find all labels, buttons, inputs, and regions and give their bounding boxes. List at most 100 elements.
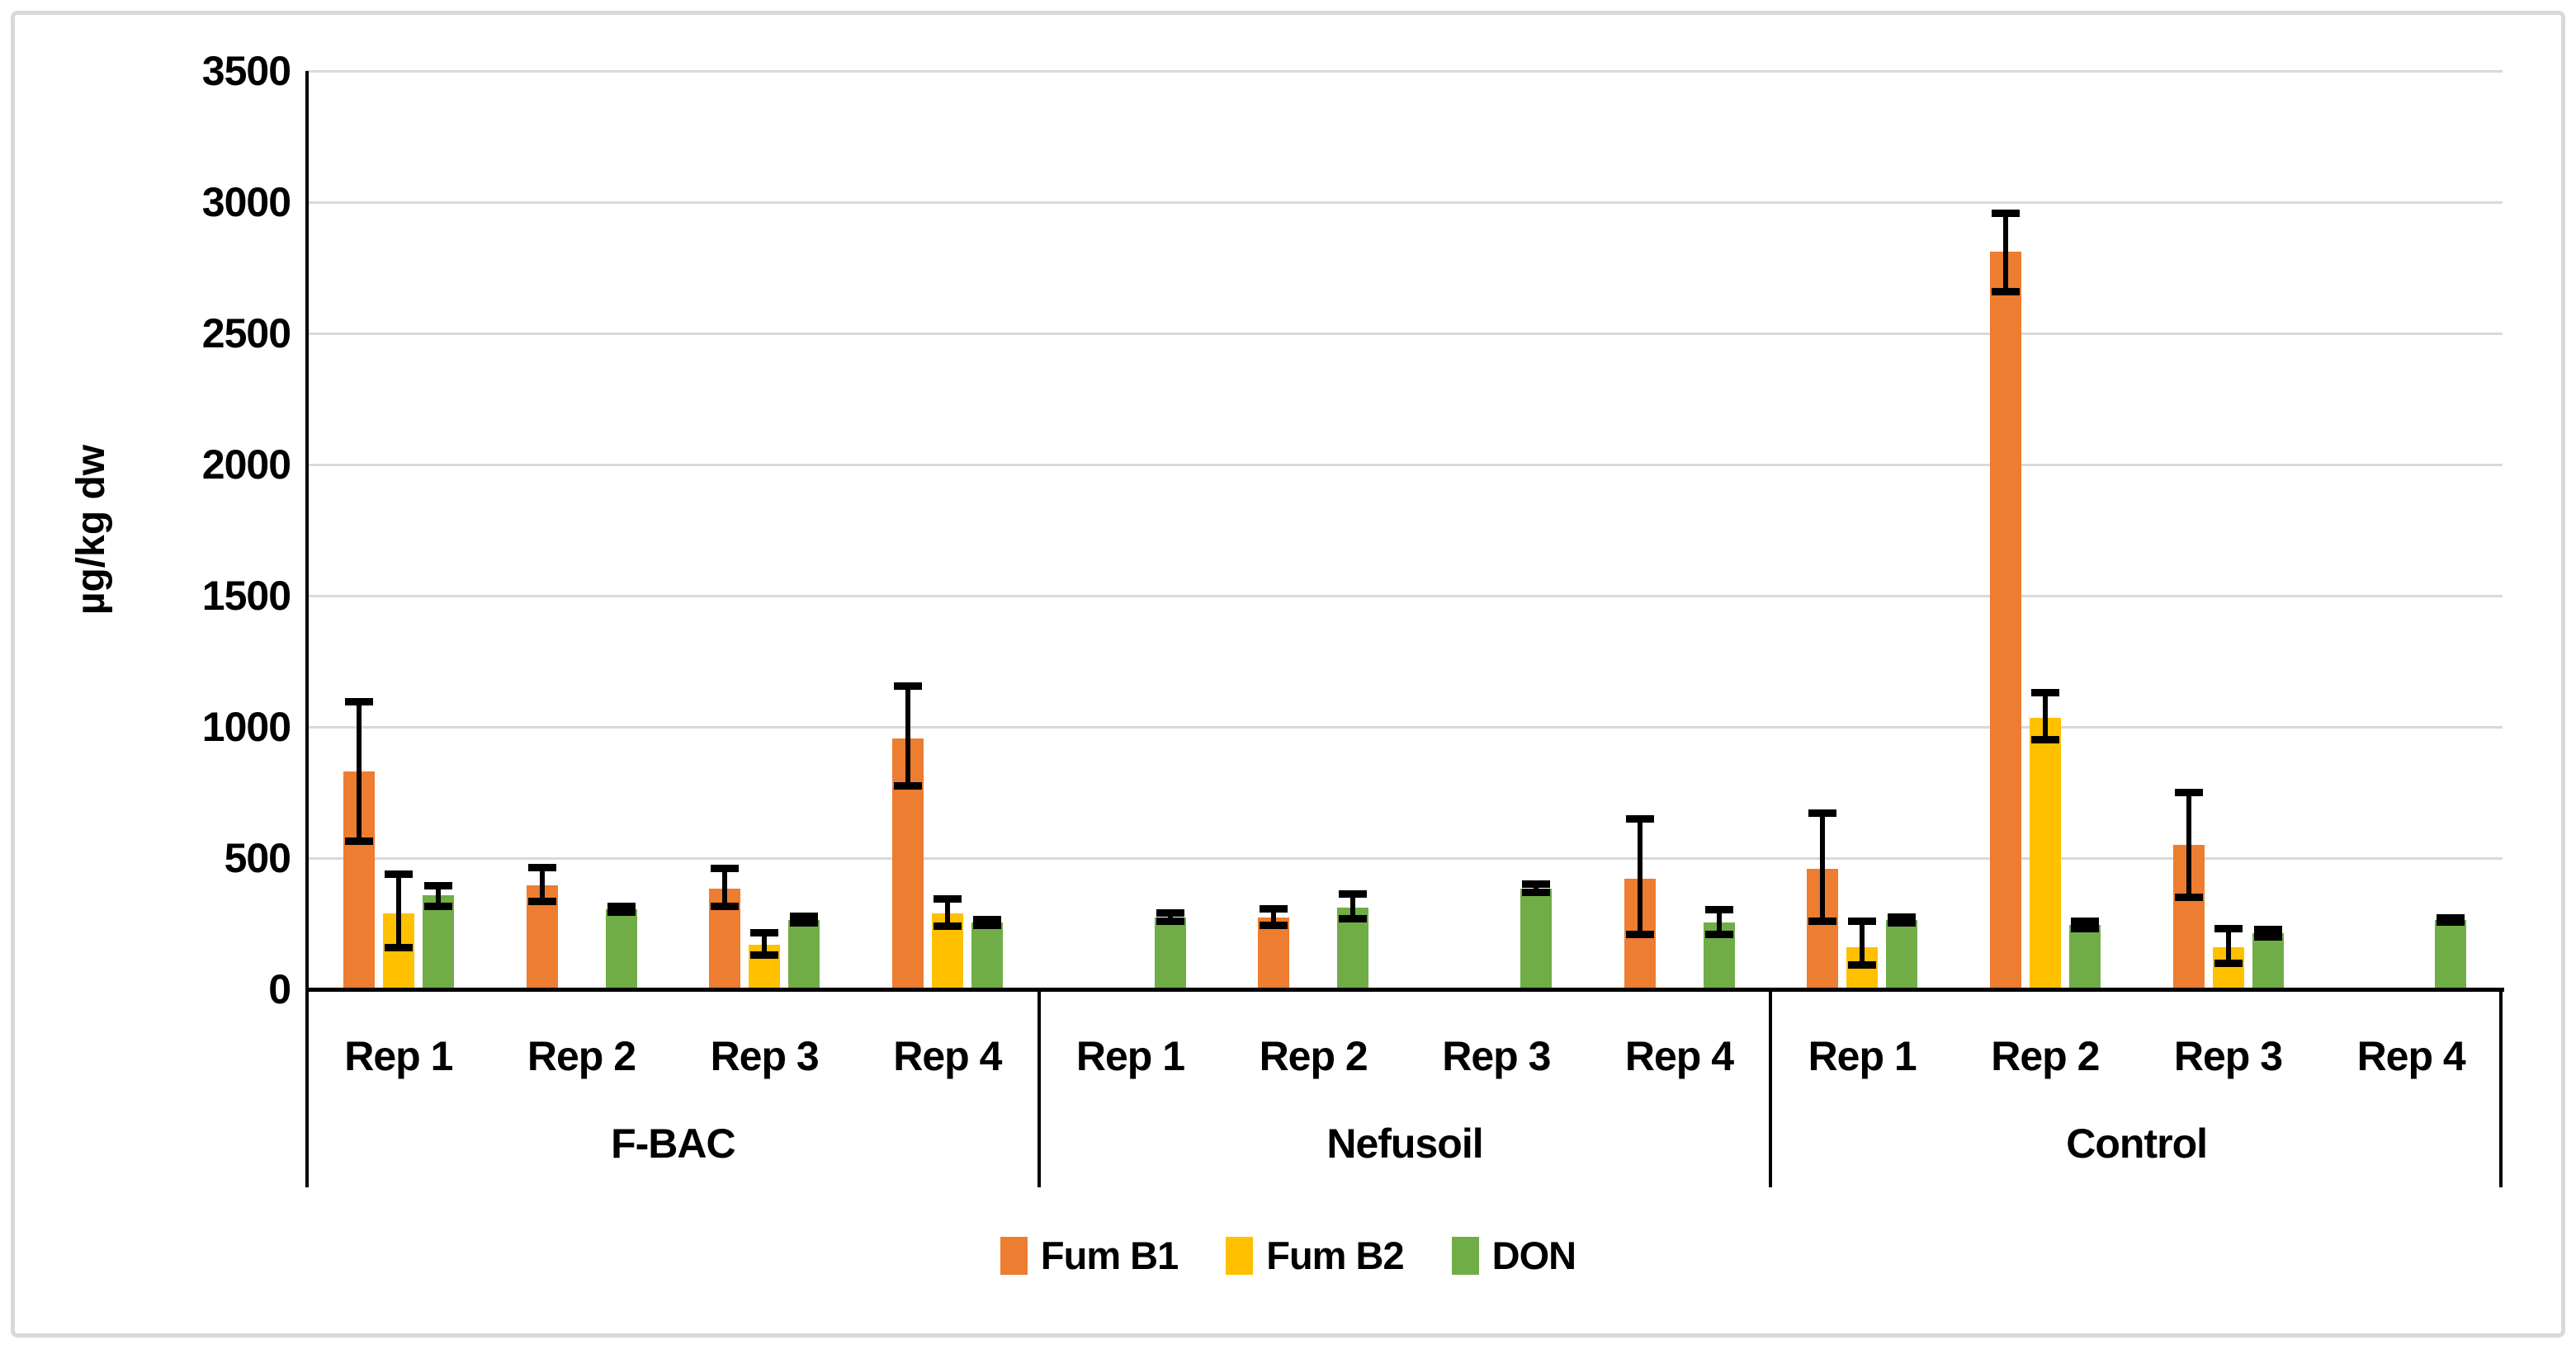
error-bar-control-rep-3-fum-b1-cap-top xyxy=(2174,789,2203,797)
y-tick-3500: 3500 xyxy=(201,48,291,94)
error-bar-control-rep-2-fum-b2-cap-bottom xyxy=(2030,736,2059,744)
error-bar-f-bac-rep-1-fum-b1-cap-bottom xyxy=(344,837,373,845)
error-bar-f-bac-rep-3-fum-b1-cap-bottom xyxy=(711,903,740,911)
legend-item-don: DON xyxy=(1451,1231,1576,1281)
error-bar-f-bac-rep-1-don-cap-top xyxy=(423,881,452,889)
y-axis-line xyxy=(305,71,309,989)
bar-control-rep-2-fum-b1 xyxy=(1989,252,2021,989)
gridline-3000 xyxy=(307,201,2503,204)
error-bar-f-bac-rep-3-fum-b2 xyxy=(762,932,768,955)
x-label-f-bac-rep-2: Rep 2 xyxy=(527,1033,636,1079)
error-bar-control-rep-3-fum-b1 xyxy=(2186,792,2191,898)
error-bar-control-rep-3-fum-b1-cap-bottom xyxy=(2174,893,2203,901)
error-bar-f-bac-rep-4-fum-b1-cap-top xyxy=(893,682,922,691)
error-bar-f-bac-rep-4-fum-b1 xyxy=(905,686,910,786)
bar-nefusoil-rep-3-don xyxy=(1520,888,1552,989)
y-tick-0: 0 xyxy=(268,966,291,1012)
x-label-control-rep-4: Rep 4 xyxy=(2356,1033,2466,1079)
category-divider-2 xyxy=(1769,989,1773,1187)
error-bar-nefusoil-rep-1-don-cap-top xyxy=(1156,908,1184,917)
x-label-f-bac-rep-3: Rep 3 xyxy=(710,1033,820,1079)
error-bar-f-bac-rep-1-fum-b2 xyxy=(395,874,401,948)
error-bar-control-rep-2-fum-b2 xyxy=(2042,692,2048,740)
error-bar-control-rep-2-fum-b1-cap-top xyxy=(1991,209,2020,217)
y-tick-3000: 3000 xyxy=(201,179,291,225)
legend-label-fum-b2: Fum B2 xyxy=(1266,1234,1404,1277)
error-bar-f-bac-rep-3-don-cap-top xyxy=(790,913,819,921)
error-bar-control-rep-2-fum-b1 xyxy=(2002,213,2008,292)
error-bar-f-bac-rep-1-don-cap-bottom xyxy=(423,903,452,911)
bar-f-bac-rep-2-don xyxy=(605,909,637,989)
error-bar-nefusoil-rep-3-don xyxy=(1533,884,1539,893)
legend-swatch-don xyxy=(1451,1237,1479,1275)
error-bar-control-rep-2-fum-b2-cap-top xyxy=(2030,689,2059,697)
x-label-f-bac-rep-1: Rep 1 xyxy=(344,1033,453,1079)
legend-swatch-fum-b2 xyxy=(1226,1237,1254,1275)
error-bar-control-rep-1-fum-b1-cap-bottom xyxy=(1808,918,1837,926)
error-bar-f-bac-rep-1-fum-b2-cap-top xyxy=(384,870,413,878)
error-bar-nefusoil-rep-2-fum-b1 xyxy=(1271,908,1277,926)
error-bar-nefusoil-rep-3-don-cap-top xyxy=(1521,880,1550,888)
bar-f-bac-rep-1-don xyxy=(422,894,454,989)
gridline-3500 xyxy=(307,69,2503,73)
bar-control-rep-4-don xyxy=(2435,919,2467,989)
gridline-1000 xyxy=(307,725,2503,729)
gridline-500 xyxy=(307,856,2503,860)
error-bar-control-rep-2-fum-b1-cap-bottom xyxy=(1991,287,2020,295)
x-label-control-rep-1: Rep 1 xyxy=(1808,1033,1917,1079)
error-bar-control-rep-1-don-cap-top xyxy=(1888,913,1917,921)
error-bar-f-bac-rep-4-fum-b2 xyxy=(944,899,950,927)
x-label-nefusoil-rep-3: Rep 3 xyxy=(1442,1033,1551,1079)
error-bar-control-rep-4-don-cap-bottom xyxy=(2437,918,2465,926)
bar-f-bac-rep-3-don xyxy=(788,919,820,989)
error-bar-f-bac-rep-4-don-cap-top xyxy=(972,916,1001,924)
error-bar-f-bac-rep-2-fum-b1-cap-bottom xyxy=(527,897,556,905)
error-bar-control-rep-4-don-cap-top xyxy=(2437,913,2465,922)
error-bar-nefusoil-rep-3-don-cap-bottom xyxy=(1521,889,1550,897)
error-bar-nefusoil-rep-4-don xyxy=(1716,909,1722,935)
x-label-nefusoil-rep-1: Rep 1 xyxy=(1075,1033,1185,1079)
error-bar-control-rep-3-fum-b2-cap-bottom xyxy=(2214,960,2243,968)
x-label-f-bac-rep-4: Rep 4 xyxy=(893,1033,1002,1079)
group-label-nefusoil: Nefusoil xyxy=(1326,1120,1483,1167)
error-bar-nefusoil-rep-2-fum-b1-cap-top xyxy=(1260,904,1288,913)
error-bar-control-rep-1-fum-b1-cap-top xyxy=(1808,809,1837,818)
error-bar-f-bac-rep-3-fum-b1-cap-top xyxy=(711,865,740,873)
bar-nefusoil-rep-1-don xyxy=(1154,917,1186,989)
legend-swatch-fum-b1 xyxy=(1000,1237,1028,1275)
error-bar-f-bac-rep-4-don-cap-bottom xyxy=(972,921,1001,929)
bar-f-bac-rep-4-don xyxy=(971,922,1003,989)
group-label-f-bac: F-BAC xyxy=(611,1120,736,1167)
bar-control-rep-3-don xyxy=(2252,932,2284,989)
error-bar-nefusoil-rep-4-fum-b1-cap-bottom xyxy=(1625,930,1654,938)
error-bar-nefusoil-rep-2-don-cap-top xyxy=(1339,889,1368,898)
error-bar-f-bac-rep-3-fum-b2-cap-top xyxy=(750,929,779,937)
bar-control-rep-2-fum-b2 xyxy=(2029,717,2061,989)
error-bar-control-rep-1-fum-b2 xyxy=(1860,921,1865,965)
bar-control-rep-1-don xyxy=(1886,919,1918,989)
error-bar-control-rep-1-fum-b2-cap-bottom xyxy=(1848,960,1877,969)
error-bar-control-rep-3-don-cap-top xyxy=(2253,925,2282,933)
y-tick-1000: 1000 xyxy=(201,704,291,750)
error-bar-nefusoil-rep-1-don-cap-bottom xyxy=(1156,918,1184,926)
error-bar-control-rep-3-fum-b2-cap-top xyxy=(2214,925,2243,933)
error-bar-control-rep-3-don-cap-bottom xyxy=(2253,932,2282,941)
error-bar-nefusoil-rep-2-fum-b1-cap-bottom xyxy=(1260,922,1288,930)
group-label-control: Control xyxy=(2066,1120,2208,1167)
y-tick-500: 500 xyxy=(224,835,291,881)
legend-item-fum-b1: Fum B1 xyxy=(1000,1231,1179,1281)
error-bar-f-bac-rep-1-fum-b1-cap-top xyxy=(344,698,373,706)
error-bar-nefusoil-rep-4-fum-b1-cap-top xyxy=(1625,814,1654,823)
error-bar-nefusoil-rep-1-don xyxy=(1167,913,1173,922)
x-label-control-rep-3: Rep 3 xyxy=(2173,1033,2283,1079)
gridline-2500 xyxy=(307,332,2503,335)
error-bar-f-bac-rep-3-don-cap-bottom xyxy=(790,919,819,927)
error-bar-nefusoil-rep-4-don-cap-bottom xyxy=(1704,931,1733,939)
bar-control-rep-2-don xyxy=(2068,925,2101,989)
error-bar-f-bac-rep-3-fum-b1 xyxy=(722,868,728,907)
y-axis-title: µg/kg dw xyxy=(69,444,113,616)
legend: Fum B1 Fum B2 DON xyxy=(0,1231,2576,1281)
x-label-control-rep-2: Rep 2 xyxy=(1991,1033,2100,1079)
error-bar-f-bac-rep-1-fum-b2-cap-bottom xyxy=(384,943,413,951)
